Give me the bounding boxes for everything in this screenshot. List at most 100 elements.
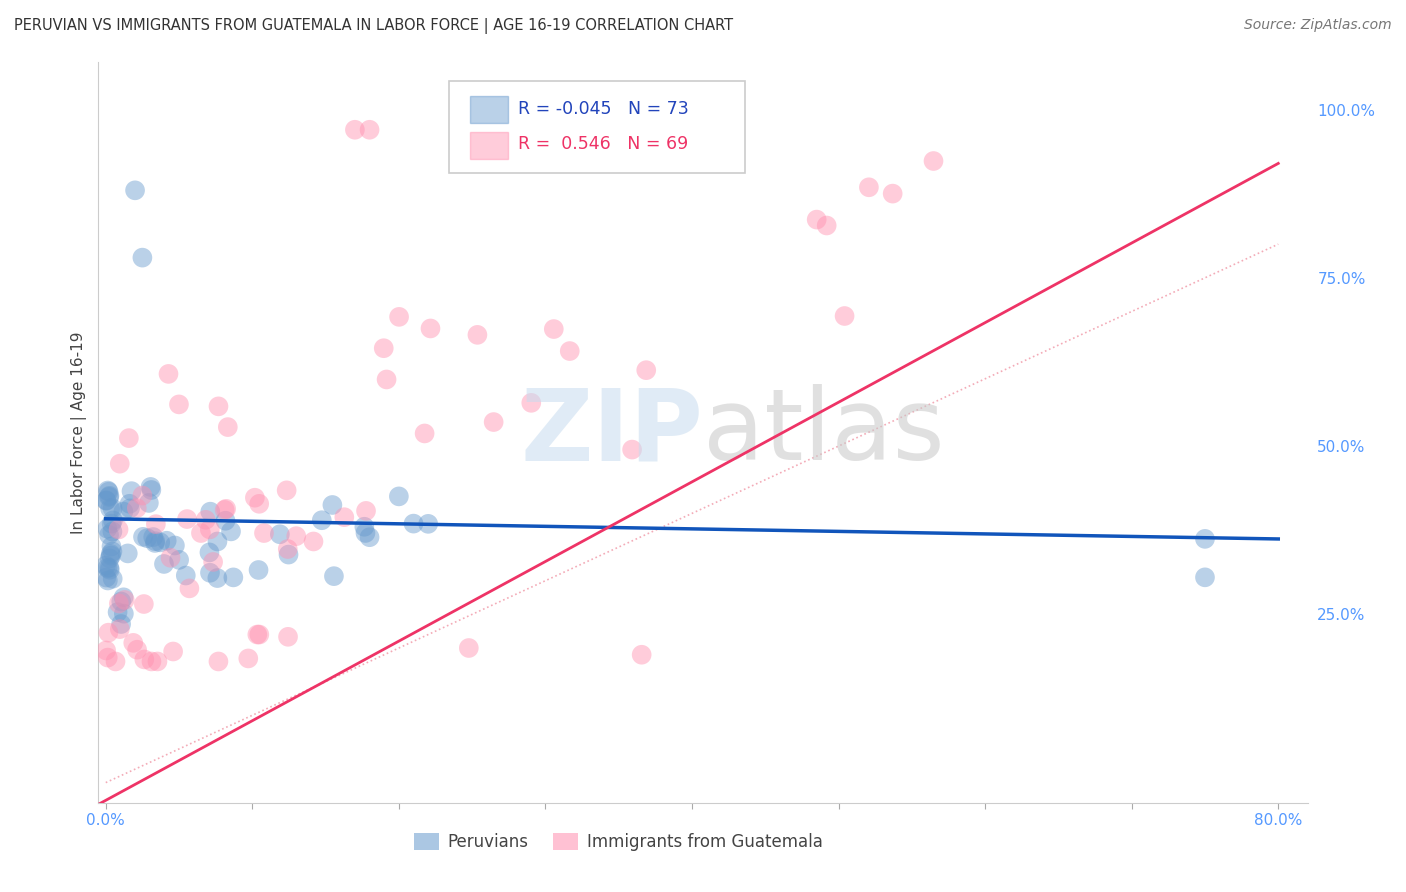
Point — [96, 570, 118, 584]
Point — [159, 550, 181, 565]
Point — [277, 630, 299, 644]
Point — [413, 426, 436, 441]
Point — [131, 489, 153, 503]
Text: atlas: atlas — [703, 384, 945, 481]
Point — [125, 501, 148, 516]
FancyBboxPatch shape — [449, 81, 745, 173]
Point — [101, 524, 124, 539]
Point — [354, 504, 377, 518]
Point — [97, 490, 120, 504]
Text: ZIP: ZIP — [520, 384, 703, 481]
Point — [118, 497, 141, 511]
Point — [153, 557, 176, 571]
Point — [146, 655, 169, 669]
Point — [142, 530, 165, 544]
Point — [107, 605, 129, 619]
Point — [198, 522, 221, 536]
Point — [97, 650, 120, 665]
Point — [94, 558, 117, 573]
Point — [97, 483, 120, 498]
Point — [100, 516, 122, 531]
Point — [419, 321, 441, 335]
Point — [98, 561, 121, 575]
Point — [467, 327, 489, 342]
Text: PERUVIAN VS IMMIGRANTS FROM GUATEMALA IN LABOR FORCE | AGE 16-19 CORRELATION CHA: PERUVIAN VS IMMIGRANTS FROM GUATEMALA IN… — [14, 18, 733, 34]
Point — [333, 510, 356, 524]
Point — [311, 513, 333, 527]
Point — [359, 530, 381, 544]
Point — [98, 501, 121, 516]
Point — [215, 501, 238, 516]
Point — [217, 420, 239, 434]
Point — [96, 522, 118, 536]
Point — [815, 219, 838, 233]
Point — [375, 372, 398, 386]
Point — [134, 652, 156, 666]
Point — [139, 480, 162, 494]
Point — [117, 546, 139, 560]
Point — [207, 534, 229, 549]
Point — [108, 457, 131, 471]
Point — [110, 594, 132, 608]
Point — [98, 489, 121, 503]
Point — [636, 363, 658, 377]
Point — [138, 496, 160, 510]
Point — [167, 553, 190, 567]
Point — [174, 568, 197, 582]
Y-axis label: In Labor Force | Age 16-19: In Labor Force | Age 16-19 — [72, 331, 87, 534]
Point — [96, 493, 118, 508]
Point — [388, 489, 411, 503]
Point — [112, 607, 135, 621]
Text: R =  0.546   N = 69: R = 0.546 N = 69 — [517, 135, 689, 153]
Point — [108, 597, 131, 611]
Point — [112, 505, 135, 519]
Point — [1194, 570, 1216, 584]
Point — [163, 539, 186, 553]
Point — [834, 309, 856, 323]
Point — [343, 122, 366, 136]
Point — [200, 505, 222, 519]
Point — [141, 655, 163, 669]
Point — [214, 514, 236, 528]
Point — [277, 541, 299, 556]
Point — [202, 555, 225, 569]
Point — [100, 547, 122, 561]
Point — [269, 527, 291, 541]
Point — [98, 551, 121, 566]
Point — [149, 535, 172, 549]
Point — [354, 525, 377, 540]
Point — [276, 483, 298, 498]
Point — [246, 627, 269, 641]
Point — [98, 528, 121, 542]
Point — [157, 367, 180, 381]
Point — [94, 643, 117, 657]
Point — [143, 534, 166, 549]
Point — [167, 397, 190, 411]
Point — [253, 526, 276, 541]
Point — [482, 415, 505, 429]
Point — [132, 530, 155, 544]
Point — [207, 400, 229, 414]
Point — [114, 593, 136, 607]
Point — [558, 344, 581, 359]
Point — [118, 431, 141, 445]
Point — [107, 523, 129, 537]
Point — [418, 516, 440, 531]
Point — [136, 531, 159, 545]
Point — [97, 574, 120, 588]
Point — [922, 154, 945, 169]
Point — [621, 442, 644, 457]
Point — [143, 536, 166, 550]
Point — [198, 545, 221, 559]
Point — [247, 563, 270, 577]
Point — [207, 571, 229, 585]
Legend: Peruvians, Immigrants from Guatemala: Peruvians, Immigrants from Guatemala — [408, 826, 830, 857]
Point — [156, 533, 179, 548]
Point — [96, 561, 118, 575]
Point — [247, 627, 270, 641]
Point — [176, 512, 198, 526]
Point — [110, 617, 132, 632]
Point — [353, 520, 375, 534]
Point — [98, 563, 121, 577]
Point — [118, 501, 141, 516]
